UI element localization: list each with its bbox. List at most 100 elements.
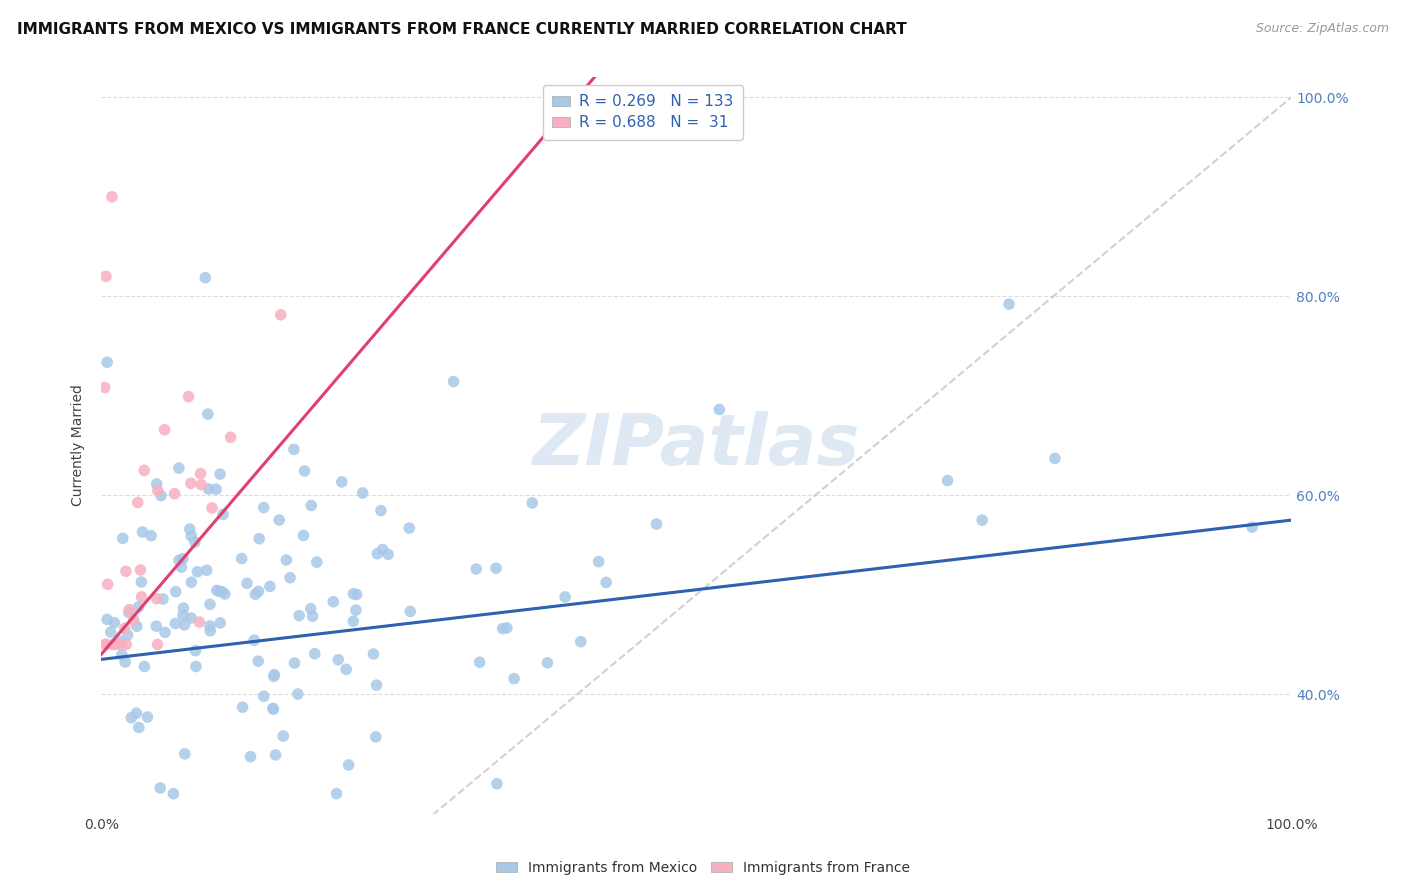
Point [115, 564, 138, 578]
Point [190, 467, 212, 481]
Point [165, 584, 187, 599]
Point [127, 600, 149, 615]
Point [146, 591, 169, 606]
Y-axis label: Currently Married: Currently Married [72, 384, 86, 507]
Point [94, 637, 117, 651]
Point [271, 729, 294, 743]
Point [128, 721, 150, 735]
Point [645, 516, 668, 531]
Point [485, 561, 508, 575]
Point [184, 643, 207, 657]
Point [399, 604, 422, 618]
Point [299, 499, 322, 513]
Point [188, 615, 211, 629]
Point [125, 619, 148, 633]
Text: IMMIGRANTS FROM MEXICO VS IMMIGRANTS FROM FRANCE CURRENTLY MARRIED CORRELATION C: IMMIGRANTS FROM MEXICO VS IMMIGRANTS FRO… [17, 22, 907, 37]
Point [337, 758, 360, 772]
Point [936, 474, 959, 488]
Point [328, 653, 350, 667]
Point [304, 647, 326, 661]
Point [146, 637, 169, 651]
Point [301, 609, 323, 624]
Point [232, 700, 254, 714]
Point [443, 375, 465, 389]
Point [330, 475, 353, 489]
Point [195, 563, 218, 577]
Point [211, 584, 233, 599]
Point [100, 625, 122, 640]
Point [522, 496, 544, 510]
Point [253, 690, 276, 704]
Point [120, 711, 142, 725]
Point [134, 463, 156, 477]
Point [111, 532, 134, 546]
Point [139, 529, 162, 543]
Point [131, 590, 153, 604]
Point [231, 551, 253, 566]
Point [595, 575, 617, 590]
Point [153, 423, 176, 437]
Point [94, 637, 117, 651]
Point [194, 270, 217, 285]
Point [247, 654, 270, 668]
Point [214, 587, 236, 601]
Point [554, 590, 576, 604]
Point [201, 500, 224, 515]
Point [94, 380, 117, 394]
Point [492, 622, 515, 636]
Point [173, 618, 195, 632]
Point [122, 613, 145, 627]
Point [197, 482, 219, 496]
Point [118, 602, 141, 616]
Point [115, 637, 138, 651]
Point [247, 532, 270, 546]
Point [305, 555, 328, 569]
Point [184, 535, 207, 549]
Point [180, 575, 202, 590]
Point [180, 476, 202, 491]
Point [205, 482, 228, 496]
Point [149, 780, 172, 795]
Point [363, 647, 385, 661]
Point [269, 513, 291, 527]
Point [503, 672, 526, 686]
Point [292, 528, 315, 542]
Point [163, 486, 186, 500]
Point [263, 669, 285, 683]
Point [259, 579, 281, 593]
Point [264, 747, 287, 762]
Point [239, 749, 262, 764]
Point [270, 308, 292, 322]
Point [465, 562, 488, 576]
Point [101, 190, 124, 204]
Point [247, 584, 270, 599]
Point [366, 547, 388, 561]
Point [146, 483, 169, 498]
Point [209, 615, 232, 630]
Point [167, 461, 190, 475]
Point [197, 407, 219, 421]
Point [299, 601, 322, 615]
Point [134, 659, 156, 673]
Point [377, 547, 399, 561]
Point [322, 595, 344, 609]
Point [136, 710, 159, 724]
Point [236, 576, 259, 591]
Point [495, 621, 517, 635]
Point [243, 633, 266, 648]
Point [366, 678, 388, 692]
Point [346, 588, 368, 602]
Point [276, 553, 298, 567]
Point [172, 551, 194, 566]
Point [114, 655, 136, 669]
Point [283, 442, 305, 457]
Point [283, 656, 305, 670]
Text: ZIPatlas: ZIPatlas [533, 411, 860, 480]
Point [287, 687, 309, 701]
Point [485, 777, 508, 791]
Point [104, 637, 127, 651]
Point [262, 701, 284, 715]
Point [972, 513, 994, 527]
Point [262, 702, 284, 716]
Point [172, 601, 194, 615]
